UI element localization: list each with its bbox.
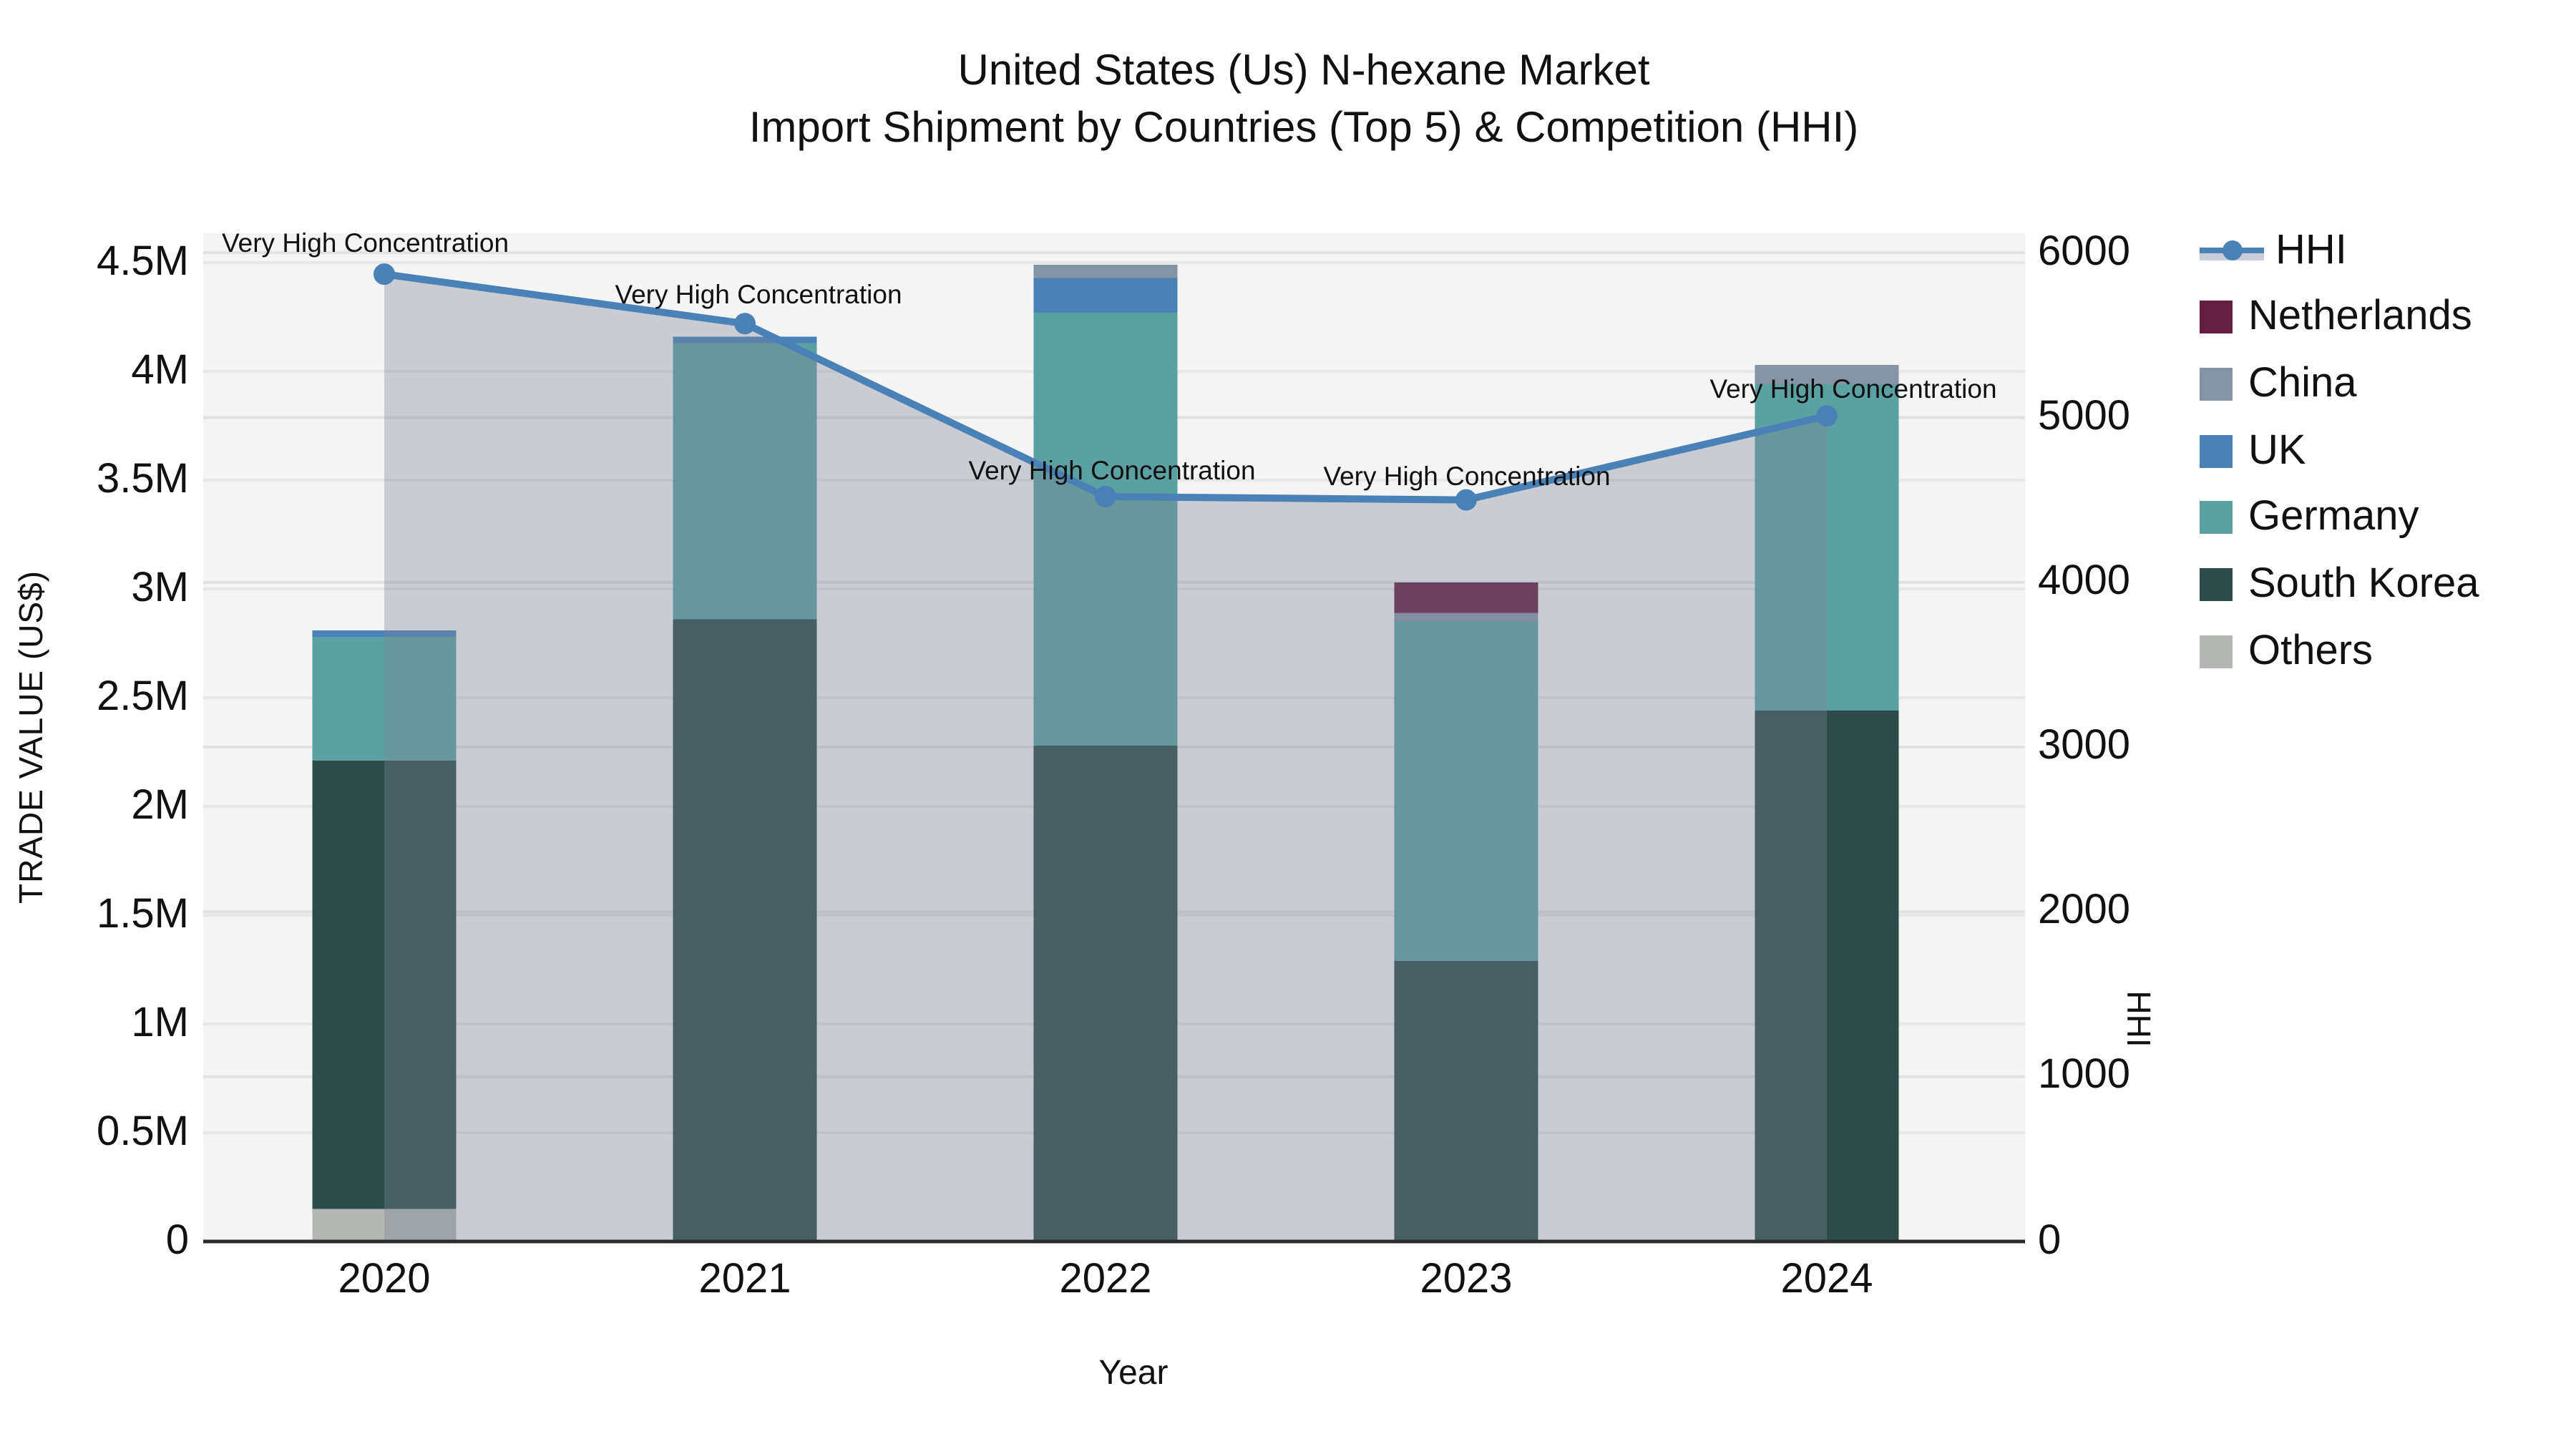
hhi-area-fill: [384, 274, 1827, 1241]
legend-label-netherlands: Netherlands: [2248, 293, 2472, 340]
bar-segment-china-2023: [1394, 613, 1538, 622]
y-right-tick-5000: 5000: [2038, 393, 2131, 439]
hhi-annotation-2023: Very High Concentration: [1323, 462, 1610, 491]
bar-segment-south-korea-2022: [1033, 745, 1178, 1241]
y-left-tick-1.5M: 1.5M: [97, 891, 189, 937]
y-left-tick-2M: 2M: [131, 782, 189, 828]
y-left-tick-4M: 4M: [131, 347, 189, 393]
legend-label-hhi: HHI: [2275, 227, 2347, 273]
y-axis-right-title: HHI: [2120, 990, 2157, 1048]
legend-item-netherlands: Netherlands: [2200, 293, 2472, 340]
bar-segment-south-korea-2021: [673, 619, 817, 1241]
bar-segment-south-korea-2023: [1394, 960, 1538, 1241]
x-tick-2023: 2023: [1420, 1257, 1513, 1302]
legend-item-uk: UK: [2200, 427, 2306, 474]
y-left-tick-0.5M: 0.5M: [97, 1108, 189, 1154]
x-axis-title: Year: [1098, 1354, 1169, 1392]
legend-swatch-south-korea: [2200, 568, 2233, 601]
bar-segment-germany-2022: [1033, 312, 1178, 746]
hhi-marker-2021: [734, 313, 756, 335]
bar-segment-china-2024: [1755, 364, 1899, 385]
bar-segment-south-korea-2024: [1755, 711, 1899, 1241]
y-left-tick-3.5M: 3.5M: [97, 456, 189, 502]
y-right-tick-4000: 4000: [2038, 557, 2131, 604]
bar-segment-south-korea-2020: [312, 761, 457, 1209]
legend-label-china: China: [2248, 360, 2357, 406]
chart-title-line2: Import Shipment by Countries (Top 5) & C…: [748, 104, 1859, 152]
y-axis-left-title: TRADE VALUE (US$): [12, 570, 49, 904]
bar-segment-germany-2024: [1755, 384, 1899, 711]
y-right-tick-2000: 2000: [2038, 887, 2131, 934]
bar-segment-germany-2021: [673, 343, 817, 620]
hhi-annotation-2021: Very High Concentration: [615, 280, 902, 309]
legend-item-germany: Germany: [2200, 494, 2419, 540]
legend-hhi-line-icon: [2200, 234, 2264, 267]
x-tick-2021: 2021: [698, 1257, 791, 1302]
bar-segment-china-2022: [1033, 265, 1178, 278]
chart-title: United States (Us) N-hexane Market Impor…: [0, 43, 2576, 157]
legend-swatch-others: [2200, 635, 2233, 668]
bar-segment-germany-2023: [1394, 621, 1538, 961]
hhi-marker-2024: [1816, 405, 1838, 427]
hhi-marker-2023: [1455, 489, 1477, 511]
x-tick-2022: 2022: [1059, 1257, 1152, 1302]
bar-segment-netherlands-2023: [1394, 582, 1538, 613]
chart-title-line1: United States (Us) N-hexane Market: [957, 47, 1650, 94]
hhi-annotation-2022: Very High Concentration: [968, 456, 1255, 485]
legend-item-south-korea: South Korea: [2200, 561, 2479, 607]
y-left-tick-4.5M: 4.5M: [97, 238, 189, 284]
y-right-tick-6000: 6000: [2038, 228, 2131, 275]
legend-label-south-korea: South Korea: [2248, 561, 2479, 607]
hhi-annotation-2020: Very High Concentration: [222, 228, 509, 258]
y-left-tick-1M: 1M: [131, 1000, 189, 1045]
bar-segment-uk-2020: [312, 630, 457, 637]
y-left-tick-2.5M: 2.5M: [97, 673, 189, 719]
x-tick-2024: 2024: [1780, 1257, 1873, 1302]
legend-swatch-netherlands: [2200, 301, 2233, 334]
legend-item-others: Others: [2200, 628, 2373, 674]
legend-item-hhi: HHI: [2200, 227, 2347, 273]
legend-label-germany: Germany: [2248, 494, 2419, 540]
y-left-tick-0: 0: [165, 1217, 189, 1263]
hhi-marker-2020: [374, 263, 395, 286]
legend-label-uk: UK: [2248, 427, 2306, 474]
bar-segment-uk-2021: [673, 336, 817, 343]
bar-segment-uk-2022: [1033, 278, 1178, 313]
bar-segment-others-2020: [312, 1209, 457, 1241]
y-right-tick-3000: 3000: [2038, 723, 2131, 769]
legend-swatch-uk: [2200, 434, 2233, 468]
legend-hhi-marker-dot: [2223, 240, 2243, 260]
x-tick-2020: 2020: [338, 1257, 431, 1302]
y-right-tick-1000: 1000: [2038, 1052, 2131, 1098]
legend-label-others: Others: [2248, 628, 2373, 674]
hhi-marker-2022: [1095, 486, 1116, 508]
hhi-annotation-2024: Very High Concentration: [1709, 374, 1996, 404]
bar-segment-germany-2020: [312, 636, 457, 761]
y-right-tick-0: 0: [2038, 1217, 2062, 1263]
legend-swatch-germany: [2200, 501, 2233, 535]
legend-item-china: China: [2200, 360, 2357, 406]
y-left-tick-3M: 3M: [131, 565, 189, 610]
legend-swatch-china: [2200, 367, 2233, 401]
